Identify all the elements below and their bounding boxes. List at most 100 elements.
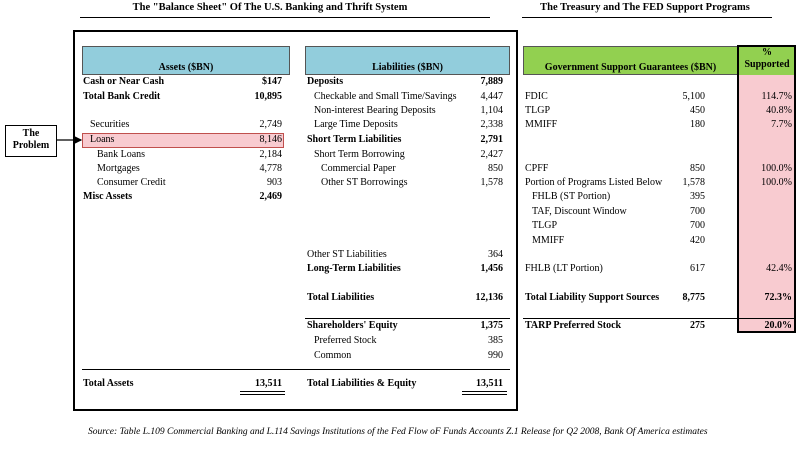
assets-label: Cash or Near Cash <box>83 76 165 87</box>
support-header-box <box>523 46 738 75</box>
support-pct: 7.7% <box>771 119 792 130</box>
assets-header-box <box>82 46 290 75</box>
assets-label: Total Bank Credit <box>83 91 161 102</box>
support-value: 5,100 <box>682 91 706 102</box>
support-value: 8,775 <box>682 292 706 303</box>
callout-box <box>5 125 57 157</box>
support-pct: 40.8% <box>766 105 792 116</box>
support-label: Portion of Programs Listed Below <box>525 177 663 188</box>
liabilities-value: 2,791 <box>480 134 504 145</box>
support-value: 450 <box>690 105 705 116</box>
liabilities-value: 7,889 <box>480 76 504 87</box>
support-value: 850 <box>690 163 705 174</box>
support-label: FHLB (ST Portion) <box>532 191 611 202</box>
assets-label: Consumer Credit <box>97 177 166 188</box>
rule <box>522 17 772 18</box>
liabilities-header: Liabilities ($BN) <box>372 62 443 73</box>
support-pct: 114.7% <box>761 91 792 102</box>
pct-column <box>738 75 795 332</box>
support-value: 700 <box>690 206 705 217</box>
assets-value: 4,778 <box>259 163 283 174</box>
assets-label: Bank Loans <box>97 149 146 160</box>
support-pct: 20.0% <box>764 320 793 331</box>
assets-label: Securities <box>90 119 130 130</box>
support-label: Total Liability Support Sources <box>525 292 660 303</box>
pct-header-box <box>738 46 795 75</box>
liabilities-value: 12,136 <box>475 292 504 303</box>
rule <box>523 318 795 319</box>
liabilities-label: Total Liabilities <box>307 292 375 303</box>
liabilities-label: Commercial Paper <box>321 163 396 174</box>
liabilities-label: Shareholders' Equity <box>307 320 398 331</box>
liabilities-value: 2,427 <box>480 149 504 160</box>
assets-label: Mortgages <box>97 163 140 174</box>
loans-highlight <box>82 133 284 148</box>
liabilities-value: 1,578 <box>480 177 504 188</box>
liabilities-value: 2,338 <box>480 119 504 130</box>
liabilities-label: Other ST Borrowings <box>321 177 408 188</box>
support-pct: 42.4% <box>766 263 792 274</box>
assets-value: $147 <box>262 76 282 87</box>
assets-label: Misc Assets <box>83 191 133 202</box>
rule <box>305 318 510 319</box>
double-underline <box>462 391 507 395</box>
liabilities-label: Short Term Liabilities <box>307 134 402 145</box>
liabilities-label: Other ST Liabilities <box>307 249 387 260</box>
support-value: 420 <box>690 235 705 246</box>
support-label: MMIFF <box>532 235 565 246</box>
assets-value: 10,895 <box>254 91 283 102</box>
liabilities-value: 990 <box>488 350 503 361</box>
support-label: MMIFF <box>525 119 558 130</box>
assets-value: 903 <box>267 177 282 188</box>
support-label: TARP Preferred Stock <box>525 320 622 331</box>
liabilities-value: 385 <box>488 335 503 346</box>
liabilities-label: Deposits <box>307 76 344 87</box>
pct-border <box>737 45 796 333</box>
liabilities-value: 850 <box>488 163 503 174</box>
liabilities-label: Long-Term Liabilities <box>307 263 401 274</box>
support-value: 1,578 <box>682 177 706 188</box>
liabilities-total-label: Total Liabilities & Equity <box>307 378 417 389</box>
liabilities-label: Checkable and Small Time/Savings <box>314 91 457 102</box>
support-pct: 100.0% <box>761 163 792 174</box>
assets-value: 2,184 <box>259 149 283 160</box>
liabilities-value: 364 <box>488 249 503 260</box>
support-pct: 72.3% <box>764 292 793 303</box>
liabilities-value: 1,104 <box>480 105 504 116</box>
double-underline <box>240 391 285 395</box>
support-value: 617 <box>690 263 705 274</box>
right-title: The Treasury and The FED Support Program… <box>540 2 750 13</box>
assets-total-value: 13,511 <box>255 378 282 389</box>
support-label: TLGP <box>525 105 550 116</box>
liabilities-value: 4,447 <box>480 91 504 102</box>
assets-value: 8,146 <box>259 134 283 145</box>
liabilities-label: Large Time Deposits <box>314 119 398 130</box>
support-label: FDIC <box>525 91 548 102</box>
assets-label: Loans <box>90 134 115 145</box>
support-value: 395 <box>690 191 705 202</box>
support-label: TAF, Discount Window <box>532 206 627 217</box>
balance-box <box>73 30 518 411</box>
assets-value: 2,469 <box>259 191 283 202</box>
liabilities-total-value: 13,511 <box>476 378 503 389</box>
assets-value: 2,749 <box>259 119 283 130</box>
left-title: The "Balance Sheet" Of The U.S. Banking … <box>132 2 408 13</box>
support-label: TLGP <box>532 220 557 231</box>
assets-header: Assets ($BN) <box>158 62 214 73</box>
support-value: 180 <box>690 119 705 130</box>
liabilities-label: Preferred Stock <box>314 335 377 346</box>
rule <box>82 369 510 370</box>
liabilities-value: 1,375 <box>480 320 504 331</box>
rule <box>80 17 490 18</box>
liabilities-value: 1,456 <box>480 263 504 274</box>
support-pct: 100.0% <box>761 177 792 188</box>
support-label: FHLB (LT Portion) <box>525 263 603 274</box>
support-value: 275 <box>690 320 705 331</box>
support-label: CPFF <box>525 163 549 174</box>
assets-total-label: Total Assets <box>83 378 134 389</box>
liabilities-label: Short Term Borrowing <box>314 149 405 160</box>
liabilities-label: Common <box>314 350 352 361</box>
liabilities-label: Non-interest Bearing Deposits <box>314 105 436 116</box>
